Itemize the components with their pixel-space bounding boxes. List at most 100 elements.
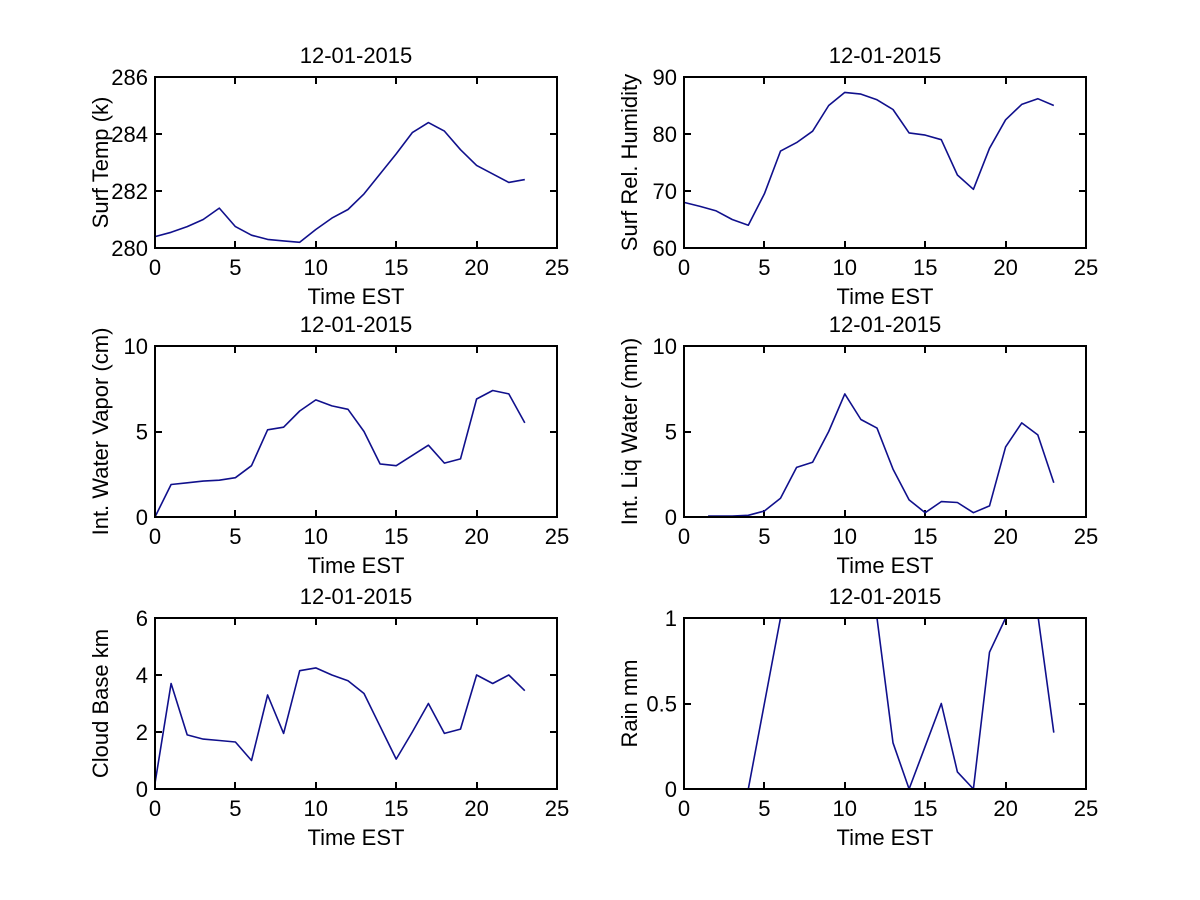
x-tick-label: 15: [913, 796, 937, 821]
y-axis-label: Surf Rel. Humidity: [617, 74, 642, 251]
data-line-cloud-base-km: [154, 667, 526, 784]
plot-box: [154, 617, 558, 790]
x-tick-label: 20: [464, 796, 488, 821]
x-tick-label: 5: [758, 524, 770, 549]
x-tick-label: 20: [993, 255, 1017, 280]
y-tick-label: 2: [136, 720, 148, 745]
y-tick-label: 60: [653, 236, 677, 261]
x-axis-label: Time EST: [837, 825, 934, 850]
x-tick-label: 25: [545, 796, 569, 821]
x-tick-label: 5: [229, 255, 241, 280]
plot-box: [154, 76, 558, 249]
y-axis-label: Int. Water Vapor (cm): [88, 328, 113, 536]
x-tick-label: 10: [304, 524, 328, 549]
y-tick-label: 284: [111, 122, 148, 147]
x-tick-label: 10: [304, 255, 328, 280]
axis-ticks: [683, 617, 1087, 790]
x-tick-label: 20: [993, 796, 1017, 821]
x-tick-label: 15: [913, 255, 937, 280]
y-tick-label: 280: [111, 236, 148, 261]
plot-box: [154, 345, 558, 518]
x-tick-label: 25: [545, 524, 569, 549]
y-tick-label: 80: [653, 122, 677, 147]
axis-ticks: [683, 345, 1087, 518]
chart-title-int-liq-water-mm: 12-01-2015: [829, 312, 942, 337]
data-line-surf-rel-humidity: [683, 91, 1055, 226]
x-tick-label: 5: [229, 524, 241, 549]
axis-ticks: [154, 617, 558, 790]
x-tick-label: 0: [678, 524, 690, 549]
x-axis-label: Time EST: [837, 553, 934, 578]
y-tick-label: 0: [136, 505, 148, 530]
x-tick-label: 25: [1074, 524, 1098, 549]
axis-ticks: [154, 345, 558, 518]
x-tick-label: 5: [758, 255, 770, 280]
x-tick-label: 15: [384, 524, 408, 549]
x-tick-label: 0: [678, 255, 690, 280]
x-tick-label: 15: [384, 255, 408, 280]
x-tick-label: 25: [545, 255, 569, 280]
x-tick-label: 0: [149, 524, 161, 549]
y-axis-label: Surf Temp (k): [88, 97, 113, 229]
x-tick-label: 20: [993, 524, 1017, 549]
plot-box: [683, 76, 1087, 249]
x-tick-label: 15: [384, 796, 408, 821]
y-axis-label: Rain mm: [617, 659, 642, 747]
x-tick-label: 10: [833, 255, 857, 280]
x-tick-label: 10: [833, 524, 857, 549]
data-line-rain-mm: [747, 617, 1055, 790]
x-tick-label: 10: [304, 796, 328, 821]
y-tick-label: 0: [665, 505, 677, 530]
x-tick-label: 5: [758, 796, 770, 821]
subplot-rain-mm: 12-01-2015 0 5 10 15 20 25 0 0.5 1 Time EST Rain mm: [617, 584, 1098, 850]
y-tick-label: 282: [111, 179, 148, 204]
subplot-int-liq-water-mm: 12-01-2015 0 5 10 15 20 25 0 5 10 Time EST Int. Liq…: [617, 312, 1098, 578]
x-tick-label: 15: [913, 524, 937, 549]
x-tick-label: 25: [1074, 796, 1098, 821]
x-tick-label: 25: [1074, 255, 1098, 280]
x-axis-label: Time EST: [837, 284, 934, 309]
data-line-int-liq-water-mm: [708, 393, 1055, 517]
y-tick-label: 6: [136, 606, 148, 631]
y-axis-label: Cloud Base km: [88, 629, 113, 778]
chart-title-int-water-vapor-cm: 12-01-2015: [300, 312, 413, 337]
y-axis-label: Int. Liq Water (mm): [617, 338, 642, 525]
y-tick-label: 1: [665, 606, 677, 631]
plot-box: [683, 617, 1087, 790]
subplot-cloud-base-km: 12-01-2015 0 5 10 15 20 25 0 2 4 6 Time EST Cloud Ba…: [88, 584, 569, 850]
chart-title-cloud-base-km: 12-01-2015: [300, 584, 413, 609]
data-line-int-water-vapor-cm: [154, 389, 526, 518]
chart-title-surf-rel-humidity: 12-01-2015: [829, 43, 942, 68]
x-tick-label: 0: [149, 255, 161, 280]
subplot-surf-temp-k: 12-01-2015 0 5 10 15 20 25 280 282 284 286 Time EST…: [88, 43, 569, 309]
y-tick-label: 0: [665, 777, 677, 802]
data-line-surf-temp-k: [154, 121, 525, 244]
chart-title-rain-mm: 12-01-2015: [829, 584, 942, 609]
x-tick-label: 0: [678, 796, 690, 821]
x-tick-label: 0: [149, 796, 161, 821]
chart-title-surf-temp-k: 12-01-2015: [300, 43, 413, 68]
y-tick-label: 0.5: [646, 692, 677, 717]
subplot-int-water-vapor-cm: 12-01-2015 0 5 10 15 20 25 0 5 10 Time EST Int. Wat…: [88, 312, 569, 578]
x-tick-label: 5: [229, 796, 241, 821]
axis-ticks: [154, 76, 558, 249]
y-tick-label: 286: [111, 65, 148, 90]
x-tick-label: 20: [464, 255, 488, 280]
subplot-surf-rel-humidity: 12-01-2015 0 5 10 15 20 25 60 70 80 90 Time EST Surf…: [617, 43, 1098, 309]
y-tick-label: 5: [665, 420, 677, 445]
x-axis-label: Time EST: [308, 553, 405, 578]
y-tick-label: 10: [124, 334, 148, 359]
x-tick-label: 10: [833, 796, 857, 821]
plot-box: [683, 345, 1087, 518]
y-tick-label: 4: [136, 663, 148, 688]
x-tick-label: 20: [464, 524, 488, 549]
y-tick-label: 70: [653, 179, 677, 204]
y-tick-label: 0: [136, 777, 148, 802]
x-axis-label: Time EST: [308, 825, 405, 850]
x-axis-label: Time EST: [308, 284, 405, 309]
y-tick-label: 90: [653, 65, 677, 90]
y-tick-label: 5: [136, 420, 148, 445]
y-tick-label: 10: [653, 334, 677, 359]
